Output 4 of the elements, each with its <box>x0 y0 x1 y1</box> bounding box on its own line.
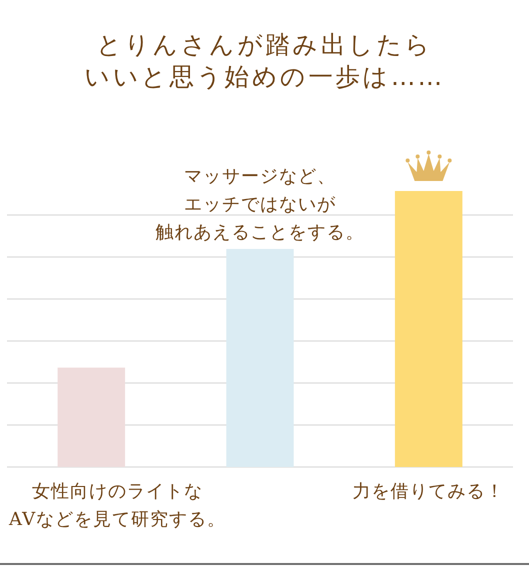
chart-title: とりんさんが踏み出したらいいと思う始めの一歩は…… <box>84 30 444 91</box>
x-tick-label: マッサージなど、エッチではないが触れあえることをする。 <box>156 166 364 243</box>
x-tick-label: 女性向けのライトなAVなどを見て研究する。 <box>8 481 226 530</box>
x-tick-label: 力を借りてみる！ <box>352 481 505 502</box>
